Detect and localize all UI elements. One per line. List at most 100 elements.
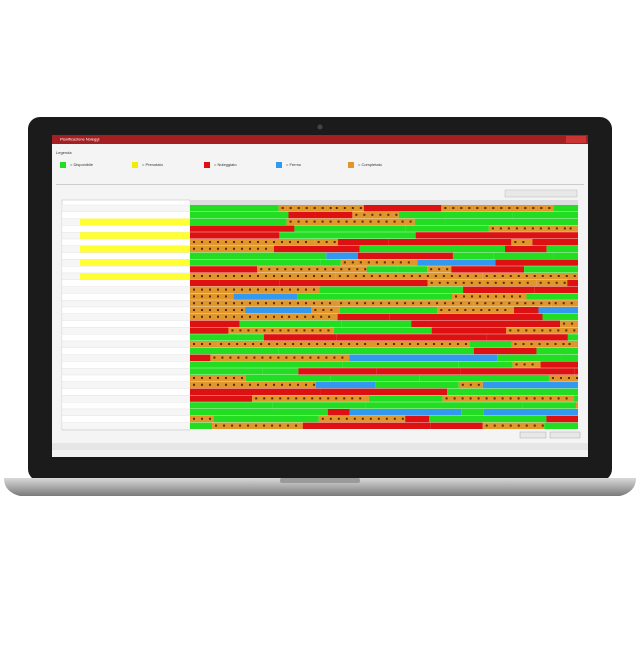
cell-marker bbox=[225, 247, 227, 250]
cell-marker bbox=[220, 343, 223, 345]
row-label bbox=[61, 408, 191, 416]
schedule-cell bbox=[389, 313, 543, 321]
cell-marker bbox=[305, 220, 308, 223]
button[interactable] bbox=[549, 431, 581, 439]
cell-marker bbox=[265, 275, 267, 277]
schedule-cell bbox=[524, 266, 578, 273]
cell-marker bbox=[268, 343, 271, 345]
cell-marker bbox=[364, 268, 367, 271]
cell-marker bbox=[444, 302, 447, 305]
cell-marker bbox=[249, 302, 251, 305]
cell-marker bbox=[509, 329, 512, 332]
schedule-cell bbox=[442, 395, 575, 402]
schedule-cell bbox=[217, 341, 374, 348]
schedule-cell bbox=[430, 422, 483, 429]
schedule-cell bbox=[190, 300, 338, 307]
cell-marker bbox=[565, 329, 568, 332]
cell-marker bbox=[288, 315, 291, 318]
cell-marker bbox=[526, 281, 529, 284]
cell-marker bbox=[276, 268, 279, 271]
cell-marker bbox=[476, 207, 479, 209]
schedule-cell bbox=[336, 334, 487, 341]
schedule-cell bbox=[337, 313, 390, 321]
window-controls[interactable] bbox=[566, 136, 586, 143]
cell-marker bbox=[410, 275, 413, 277]
cell-marker bbox=[265, 302, 267, 305]
cell-marker bbox=[324, 343, 327, 345]
cell-marker bbox=[287, 329, 290, 332]
cell-marker bbox=[426, 275, 429, 277]
cell-marker bbox=[233, 241, 235, 243]
schedule-cell bbox=[338, 239, 389, 246]
row-label bbox=[61, 334, 191, 342]
cell-marker bbox=[305, 275, 307, 277]
schedule-cell bbox=[511, 239, 533, 246]
cell-marker bbox=[292, 268, 295, 271]
schedule-cell bbox=[342, 361, 459, 368]
cell-marker bbox=[284, 343, 287, 345]
cell-marker bbox=[380, 302, 383, 305]
cell-marker bbox=[209, 383, 211, 386]
cell-marker bbox=[239, 424, 242, 427]
cell-marker bbox=[400, 343, 403, 345]
cell-marker bbox=[501, 397, 504, 400]
cell-marker bbox=[281, 383, 283, 386]
cell-marker bbox=[330, 309, 333, 311]
cell-marker bbox=[570, 302, 573, 305]
cell-marker bbox=[308, 268, 311, 271]
cell-marker bbox=[485, 275, 488, 277]
cell-marker bbox=[271, 397, 274, 400]
cell-marker bbox=[225, 241, 227, 243]
cell-marker bbox=[563, 281, 566, 284]
cell-marker bbox=[249, 241, 251, 243]
cell-marker bbox=[217, 315, 219, 318]
legend-swatch bbox=[132, 162, 138, 168]
schedule-cell bbox=[560, 320, 578, 327]
cell-marker bbox=[225, 275, 227, 277]
cell-marker bbox=[325, 241, 328, 243]
cell-marker bbox=[193, 241, 195, 243]
cell-marker bbox=[295, 424, 298, 427]
cell-marker bbox=[201, 309, 203, 311]
row-highlight bbox=[80, 245, 190, 253]
cell-marker bbox=[346, 275, 349, 277]
cell-marker bbox=[241, 315, 243, 318]
cell-marker bbox=[573, 329, 576, 332]
toolbar[interactable] bbox=[504, 189, 578, 198]
cell-marker bbox=[499, 227, 502, 230]
cell-marker bbox=[297, 207, 300, 209]
row-label bbox=[61, 211, 191, 219]
cell-marker bbox=[502, 281, 505, 284]
cell-marker bbox=[249, 288, 251, 291]
legend-label: = Completato bbox=[358, 162, 383, 167]
cell-marker bbox=[559, 377, 562, 379]
row-highlight bbox=[80, 273, 190, 280]
cell-marker bbox=[412, 302, 415, 305]
legend-swatch bbox=[204, 162, 210, 168]
cell-marker bbox=[567, 377, 570, 379]
cell-marker bbox=[402, 275, 405, 277]
cell-marker bbox=[289, 220, 292, 223]
cell-marker bbox=[217, 241, 219, 243]
cell-marker bbox=[313, 220, 316, 223]
cell-marker bbox=[547, 281, 550, 284]
schedule-cell bbox=[417, 259, 496, 266]
cell-marker bbox=[514, 241, 517, 243]
cell-marker bbox=[263, 397, 266, 400]
cell-marker bbox=[229, 356, 232, 359]
cell-marker bbox=[337, 417, 340, 420]
schedule-cell bbox=[335, 273, 483, 280]
schedule-cell bbox=[574, 395, 578, 402]
cell-marker bbox=[351, 207, 354, 209]
cell-marker bbox=[319, 397, 322, 400]
cell-marker bbox=[523, 227, 526, 230]
row-highlight bbox=[80, 218, 190, 226]
cell-marker bbox=[428, 302, 431, 305]
button[interactable] bbox=[519, 431, 547, 439]
cell-marker bbox=[377, 220, 380, 223]
cell-marker bbox=[209, 275, 211, 277]
cell-marker bbox=[472, 309, 475, 311]
schedule-cell bbox=[263, 334, 337, 341]
cell-marker bbox=[387, 213, 390, 216]
